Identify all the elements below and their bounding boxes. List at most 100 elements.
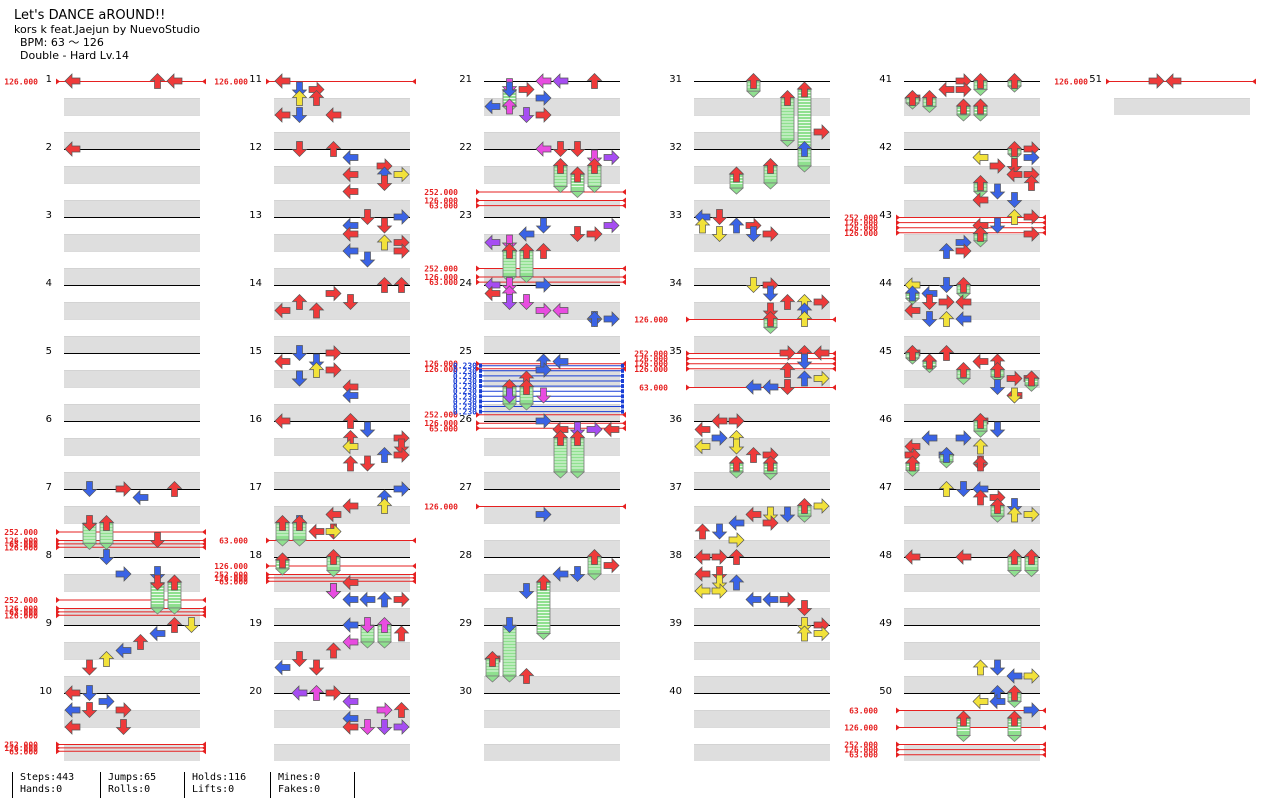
- arrow-up-icon: [904, 90, 921, 106]
- arrow-right-icon: [1023, 506, 1040, 523]
- arrow-up-icon: [1023, 175, 1040, 191]
- step-chart: 1234567891011121314151617181920212223242…: [4, 73, 1256, 761]
- arrow-right-icon: [115, 702, 132, 718]
- arrow-up-icon: [1006, 710, 1023, 727]
- beat-stripe: [274, 574, 410, 591]
- beat-stripe: [904, 132, 1040, 149]
- measure-number: 20: [249, 686, 262, 697]
- beat-stripe: [484, 676, 620, 693]
- arrow-right-icon: [955, 73, 972, 89]
- measure-number: 6: [46, 414, 52, 425]
- beat-stripe: [694, 234, 830, 251]
- measure-number: 26: [459, 414, 472, 425]
- hold-tail: [728, 187, 745, 195]
- arrow-left-icon: [552, 302, 569, 319]
- beat-stripe: [904, 404, 1040, 421]
- beat-stripe: [694, 98, 830, 115]
- beat-stripe: [904, 676, 1040, 693]
- arrow-right-icon: [586, 226, 603, 242]
- arrow-right-icon: [762, 515, 779, 531]
- beat-stripe: [274, 200, 410, 217]
- arrow-left-icon: [342, 617, 359, 633]
- beat-stripe: [64, 642, 200, 659]
- arrow-up-icon: [762, 158, 779, 174]
- arrow-down-icon: [149, 566, 166, 582]
- bpm-tick: [896, 229, 900, 236]
- arrow-left-icon: [552, 353, 569, 370]
- bpm-label: 126.000: [844, 724, 878, 733]
- arrow-down-icon: [291, 651, 308, 667]
- bpm-tick: [476, 425, 480, 432]
- measure-number: 16: [249, 414, 262, 425]
- arrow-up-icon: [274, 552, 291, 569]
- bpm-label: 63.000: [9, 747, 38, 756]
- arrow-up-icon: [166, 481, 183, 497]
- stop-tick: [621, 404, 624, 409]
- arrow-down-icon: [989, 379, 1006, 395]
- arrow-right-icon: [779, 345, 796, 361]
- measure-number: 34: [669, 278, 682, 289]
- arrow-down-icon: [921, 311, 938, 327]
- bpm-tick: [1042, 214, 1046, 221]
- bpm-tick: [476, 197, 480, 204]
- arrow-right-icon: [1023, 702, 1040, 718]
- arrow-left-icon: [904, 549, 921, 565]
- arrow-up-icon: [796, 81, 813, 98]
- arrow-down-icon: [342, 294, 359, 310]
- arrow-left-icon: [762, 591, 779, 608]
- arrow-down-icon: [291, 370, 308, 387]
- bpm-tick: [622, 425, 626, 432]
- bpm-label: 252.000: [4, 528, 38, 537]
- bpm-tick: [476, 274, 480, 280]
- beat-stripe: [694, 370, 830, 387]
- arrow-right-icon: [711, 549, 728, 565]
- arrow-left-icon: [1006, 166, 1023, 183]
- arrow-down-icon: [762, 506, 779, 523]
- beat-stripe: [274, 98, 410, 115]
- arrow-left-icon: [308, 523, 325, 540]
- arrow-up-icon: [921, 353, 938, 370]
- arrow-right-icon: [393, 591, 410, 608]
- arrow-down-icon: [359, 251, 376, 268]
- arrow-down-icon: [711, 574, 728, 591]
- beat-stripe: [694, 540, 830, 557]
- arrow-down-icon: [149, 574, 166, 591]
- arrow-down-icon: [728, 438, 745, 455]
- arrow-right-icon: [535, 302, 552, 319]
- arrow-left-icon: [694, 421, 711, 438]
- arrow-right-icon: [325, 362, 342, 378]
- bpm-label: 126.000: [424, 360, 458, 369]
- arrow-up-icon: [393, 625, 410, 642]
- stop-tick: [621, 394, 624, 399]
- measure-number: 49: [879, 618, 892, 629]
- bpm-tick: [202, 748, 206, 755]
- beat-stripe: [274, 132, 410, 149]
- arrow-left-icon: [342, 693, 359, 710]
- bpm-tick: [896, 746, 900, 753]
- bpm-tick: [202, 597, 206, 603]
- bpm-label: 252.000: [844, 214, 878, 223]
- stat-lifts: Lifts:0: [192, 784, 235, 795]
- bpm-tick: [476, 365, 480, 372]
- arrow-up-icon: [745, 73, 762, 89]
- bpm-label: 63.000: [849, 751, 878, 760]
- arrow-up-icon: [376, 498, 393, 514]
- bpm-label: 126.000: [634, 316, 668, 325]
- bpm-label: 63.000: [429, 278, 458, 287]
- arrow-down-icon: [376, 719, 393, 735]
- bpm-label: 126.000: [844, 219, 878, 228]
- arrow-down-icon: [745, 226, 762, 242]
- arrow-left-icon: [274, 659, 291, 676]
- measure-number: 19: [249, 618, 262, 629]
- stop-tick: [479, 379, 482, 383]
- arrow-down-icon: [81, 515, 98, 531]
- stop-label: 0.230: [453, 382, 477, 391]
- beat-stripe: [694, 302, 830, 319]
- arrow-up-icon: [552, 430, 569, 446]
- arrow-up-icon: [762, 311, 779, 327]
- arrow-up-icon: [796, 311, 813, 327]
- bpm-tick: [56, 748, 60, 755]
- bpm-tick: [832, 360, 836, 367]
- beat-stripe: [64, 234, 200, 251]
- hold-tail: [762, 473, 779, 481]
